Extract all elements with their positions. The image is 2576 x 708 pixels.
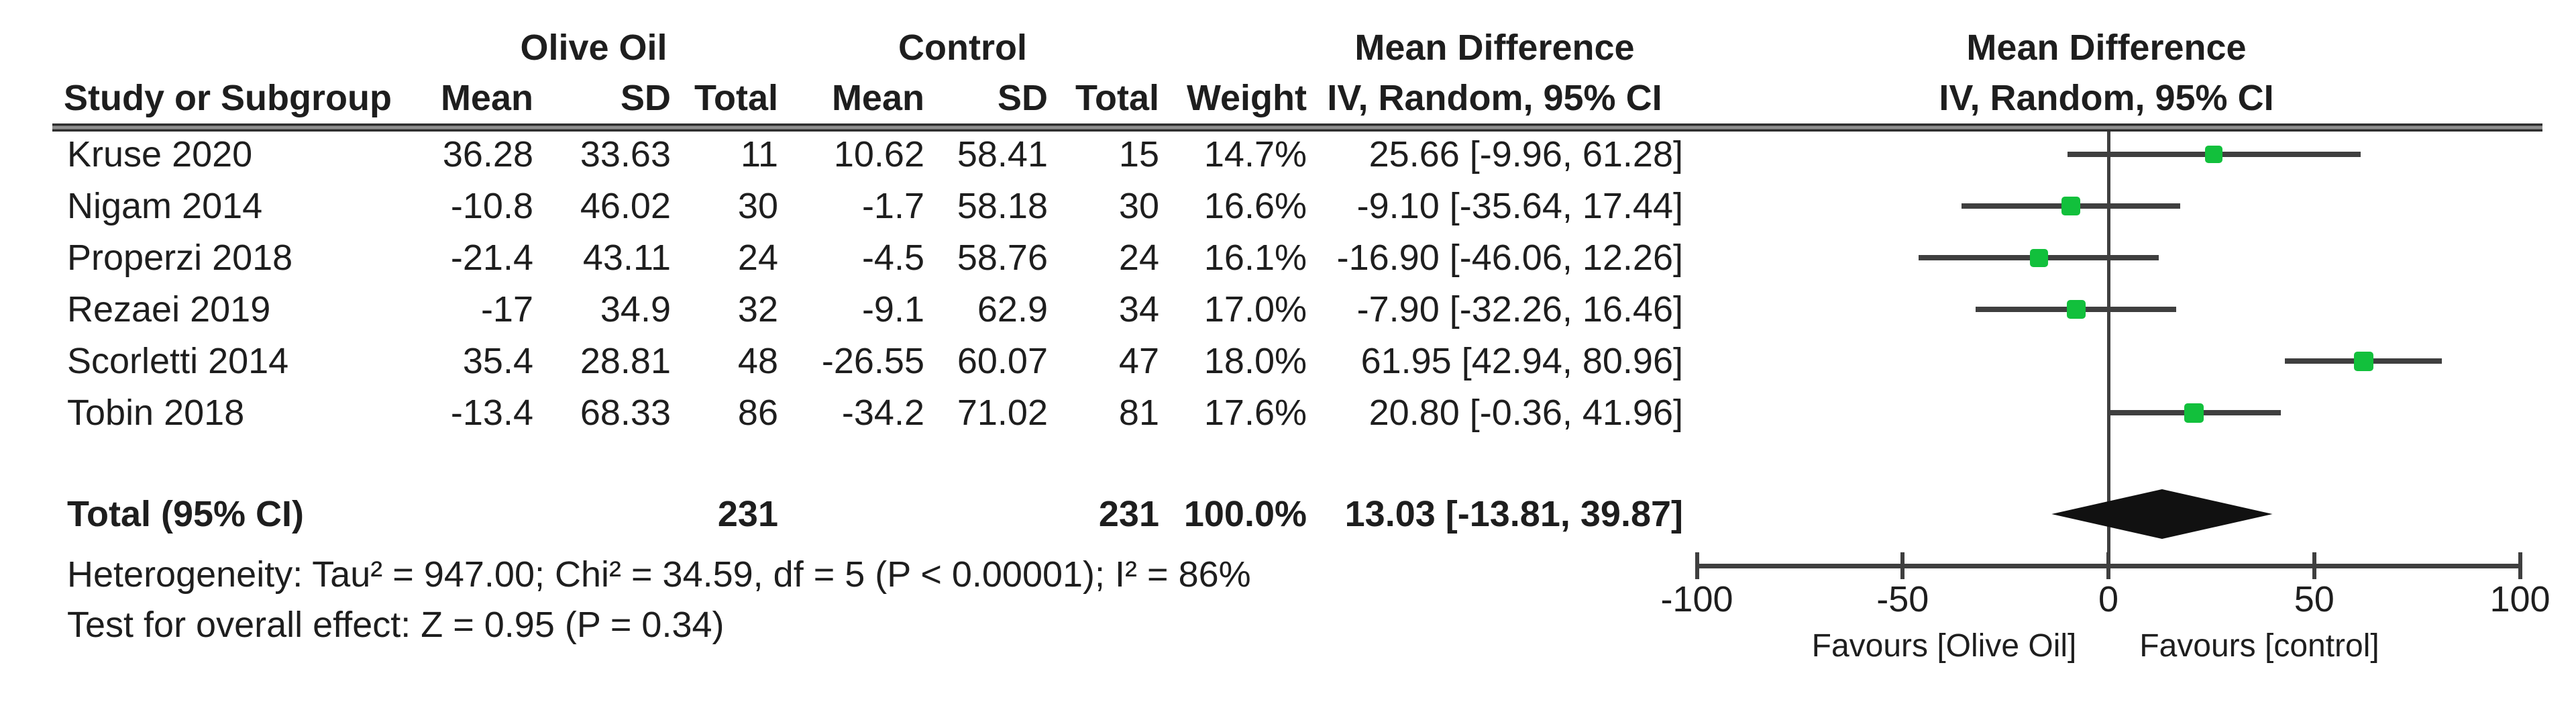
md-ci-text: 25.66 [-9.96, 61.28] xyxy=(1368,134,1683,174)
cell-t_mean: -17 xyxy=(480,289,533,330)
cell-weight: 14.7% xyxy=(1203,134,1307,174)
study-column-header: Study or Subgroup xyxy=(64,78,392,118)
cell-weight: 16.6% xyxy=(1203,186,1307,226)
effect-marker xyxy=(2061,197,2081,215)
cell-t_mean: 35.4 xyxy=(462,341,533,381)
column-header-weight: Weight xyxy=(1187,78,1307,118)
cell-c_mean: -9.1 xyxy=(861,289,924,330)
cell-c_mean: -4.5 xyxy=(861,238,924,278)
cell-c_mean: -1.7 xyxy=(861,186,924,226)
effect-marker xyxy=(2184,403,2204,423)
cell-c_sd: 62.9 xyxy=(977,289,1048,330)
study-name: Kruse 2020 xyxy=(67,134,253,174)
cell-c_n: 30 xyxy=(1118,186,1159,226)
study-name: Tobin 2018 xyxy=(67,393,245,433)
cell-t_n: 11 xyxy=(740,134,778,174)
cell-c_n: 34 xyxy=(1118,289,1159,330)
md-ci-text: 20.80 [-0.36, 41.96] xyxy=(1368,393,1683,433)
effect-marker xyxy=(2066,300,2086,319)
total-control-n: 231 xyxy=(1098,494,1159,534)
cell-t_sd: 34.9 xyxy=(600,289,671,330)
cell-weight: 17.6% xyxy=(1203,393,1307,433)
group-header-treatment: Olive Oil xyxy=(520,28,667,68)
cell-c_n: 47 xyxy=(1118,341,1159,381)
cell-t_n: 32 xyxy=(737,289,778,330)
plot-header-line1: Mean Difference xyxy=(1966,28,2247,68)
cell-t_sd: 68.33 xyxy=(580,393,671,433)
cell-c_mean: -34.2 xyxy=(841,393,924,433)
column-header-c_n: Total xyxy=(1075,78,1159,118)
cell-c_sd: 71.02 xyxy=(957,393,1048,433)
summary-diamond xyxy=(2051,489,2273,539)
cell-c_mean: 10.62 xyxy=(833,134,924,174)
md-ci-text: 61.95 [42.94, 80.96] xyxy=(1360,341,1683,381)
axis-tick-label: 50 xyxy=(2294,579,2334,619)
plot-header-line2: IV, Random, 95% CI xyxy=(1939,78,2274,118)
cell-t_sd: 46.02 xyxy=(580,186,671,226)
cell-t_sd: 43.11 xyxy=(582,238,671,278)
md-ci-text: -16.90 [-46.06, 12.26] xyxy=(1336,238,1683,278)
cell-t_n: 30 xyxy=(737,186,778,226)
column-header-t_sd: SD xyxy=(620,78,671,118)
axis-tick xyxy=(1695,552,1699,579)
study-name: Scorletti 2014 xyxy=(67,341,289,381)
column-header-t_mean: Mean xyxy=(440,78,533,118)
column-header-c_sd: SD xyxy=(997,78,1048,118)
total-weight: 100.0% xyxy=(1183,494,1307,534)
header-rule xyxy=(52,123,2542,132)
cell-t_sd: 28.81 xyxy=(580,341,671,381)
total-treatment-n: 231 xyxy=(717,494,778,534)
cell-weight: 17.0% xyxy=(1203,289,1307,330)
total-row-label: Total (95% CI) xyxy=(67,494,305,534)
axis-tick xyxy=(2106,552,2110,579)
total-md-ci-text: 13.03 [-13.81, 39.87] xyxy=(1344,494,1683,534)
cell-c_sd: 58.18 xyxy=(957,186,1048,226)
study-name: Properzi 2018 xyxy=(67,238,293,278)
cell-t_mean: -10.8 xyxy=(450,186,533,226)
cell-t_n: 24 xyxy=(737,238,778,278)
axis-tick-label: -50 xyxy=(1876,579,1929,619)
axis-tick-label: 100 xyxy=(2489,579,2551,619)
cell-t_mean: -13.4 xyxy=(450,393,533,433)
cell-t_n: 48 xyxy=(737,341,778,381)
cell-weight: 16.1% xyxy=(1203,238,1307,278)
cell-weight: 18.0% xyxy=(1203,341,1307,381)
cell-c_n: 15 xyxy=(1118,134,1159,174)
overall-effect-text: Test for overall effect: Z = 0.95 (P = 0… xyxy=(67,605,724,645)
cell-c_n: 81 xyxy=(1118,393,1159,433)
column-header-t_n: Total xyxy=(694,78,778,118)
study-name: Nigam 2014 xyxy=(67,186,263,226)
cell-t_n: 86 xyxy=(737,393,778,433)
cell-t_mean: -21.4 xyxy=(450,238,533,278)
cell-t_mean: 36.28 xyxy=(442,134,533,174)
axis-tick xyxy=(2312,552,2316,579)
column-header-c_mean: Mean xyxy=(831,78,924,118)
study-name: Rezaei 2019 xyxy=(67,289,271,330)
axis-tick-label: 0 xyxy=(2098,579,2119,619)
md-ci-text: -7.90 [-32.26, 16.46] xyxy=(1356,289,1683,330)
cell-c_sd: 58.41 xyxy=(957,134,1048,174)
effect-marker xyxy=(2029,248,2048,267)
group-header-control: Control xyxy=(898,28,1027,68)
favours-right-label: Favours [control] xyxy=(2139,628,2379,664)
effect-marker xyxy=(2353,351,2373,371)
cell-t_sd: 33.63 xyxy=(580,134,671,174)
cell-c_sd: 58.76 xyxy=(957,238,1048,278)
effect-marker xyxy=(2205,146,2223,163)
cell-c_n: 24 xyxy=(1118,238,1159,278)
md-ci-text: -9.10 [-35.64, 17.44] xyxy=(1356,186,1683,226)
cell-c_sd: 60.07 xyxy=(957,341,1048,381)
axis-tick xyxy=(1900,552,1905,579)
cell-c_mean: -26.55 xyxy=(821,341,924,381)
heterogeneity-text: Heterogeneity: Tau² = 947.00; Chi² = 34.… xyxy=(67,554,1251,595)
favours-left-label: Favours [Olive Oil] xyxy=(1811,628,2077,664)
effect-column-header-line2: IV, Random, 95% CI xyxy=(1327,78,1662,118)
effect-column-header-line1: Mean Difference xyxy=(1354,28,1635,68)
zero-effect-line xyxy=(2106,132,2110,566)
axis-tick xyxy=(2518,552,2522,579)
axis-tick-label: -100 xyxy=(1660,579,1733,619)
